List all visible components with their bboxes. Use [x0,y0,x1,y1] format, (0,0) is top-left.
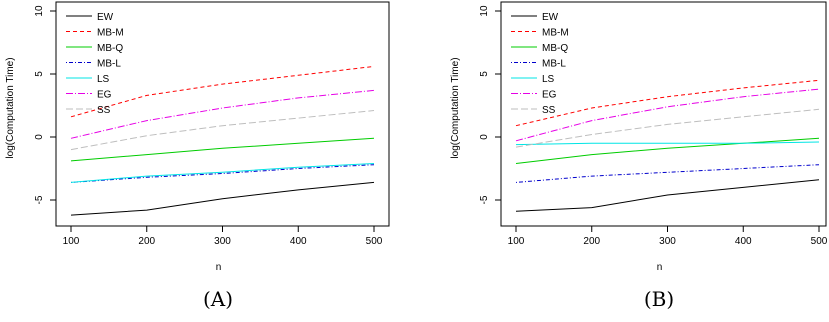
legend-label-mb-q: MB-Q [542,43,568,54]
series-line-mb-l [70,164,375,183]
legend-label-ls: LS [542,74,555,85]
legend-label-ss: SS [97,105,111,116]
series-line-ls [515,141,820,146]
series-line-mb-l [515,164,820,183]
legend-label-eg: EG [542,90,557,101]
legend-label-ew: EW [97,12,114,23]
x-tick-label: 400 [290,236,307,247]
series-line-mb-q [515,137,820,164]
series-line-mb-m [515,79,820,127]
y-tick-label: 5 [34,71,45,77]
series-line-ss [70,110,375,151]
series-line-ls [70,163,375,183]
legend-label-eg: EG [97,90,112,101]
legend-label-ew: EW [542,12,559,23]
y-tick-label: 0 [34,134,45,140]
legend: EW MB-M MB-Q MB-L LS EG SS [511,12,569,116]
series-line-eg [515,88,820,142]
x-tick-label: 300 [214,236,231,247]
legend: EW MB-M MB-Q MB-L LS EG SS [66,12,124,116]
y-axis-label: log(Computation Time) [450,57,461,158]
series-line-mb-q [70,137,375,162]
legend-label-mb-m: MB-M [97,28,124,39]
x-tick-label: 100 [63,236,80,247]
x-tick-label: 100 [508,236,525,247]
panel-label: (B) [644,287,674,311]
chart-panel-a: 100 200 300 400 500 -5 0 5 10 n log(Computation Ti… [5,1,390,311]
series-line-ss [515,108,820,148]
series-line-eg [70,89,375,139]
plot-frame [500,1,827,227]
legend-label-mb-l: MB-L [542,59,566,70]
legend-label-ss: SS [542,105,556,116]
x-axis-label: n [657,262,663,273]
panel-label: (A) [203,287,233,311]
y-tick-label: 10 [479,5,490,17]
series-line-ew [515,179,820,212]
legend-label-mb-l: MB-L [97,59,121,70]
legend-label-mb-q: MB-Q [97,43,123,54]
y-tick-label: -5 [479,195,490,204]
y-tick-label: 5 [479,71,490,77]
x-tick-label: 500 [811,236,828,247]
y-tick-label: 0 [479,134,490,140]
series-line-mb-m [70,65,375,118]
x-axis-label: n [216,262,222,273]
x-tick-label: 200 [583,236,600,247]
x-tick-label: 400 [735,236,752,247]
x-tick-label: 500 [366,236,383,247]
legend-label-ls: LS [97,74,110,85]
x-tick-label: 200 [138,236,155,247]
x-tick-label: 300 [659,236,676,247]
y-axis-label: log(Computation Time) [5,57,16,158]
chart-panel-b: 100 200 300 400 500 -5 0 5 10 n log(Computation Ti… [450,1,828,311]
y-tick-label: 10 [34,5,45,17]
series-line-ew [70,181,375,216]
y-tick-label: -5 [34,195,45,204]
legend-label-mb-m: MB-M [542,28,569,39]
